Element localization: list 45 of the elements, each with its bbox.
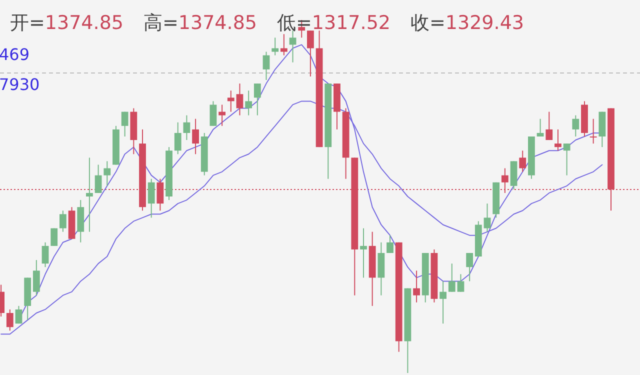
- candlestick: [289, 30, 296, 63]
- candlestick: [262, 51, 270, 81]
- candlestick: [386, 234, 394, 254]
- candlestick: [440, 280, 446, 324]
- candlestick: [94, 164, 102, 194]
- candlestick: [15, 305, 22, 324]
- candlestick: [32, 260, 40, 296]
- candlestick: [484, 203, 491, 232]
- candlestick: [104, 160, 111, 186]
- candlestick: [227, 90, 234, 112]
- candlestick: [554, 128, 562, 152]
- candlestick: [245, 90, 252, 116]
- candlestick: [42, 242, 49, 268]
- candlestick: [174, 122, 182, 155]
- candlestick: [280, 34, 288, 56]
- candlestick: [546, 111, 553, 141]
- candlestick: [272, 37, 279, 56]
- candlestick: [50, 228, 58, 246]
- annotation: 收=1329.43: [410, 12, 524, 34]
- candlestick: [466, 252, 474, 282]
- annotation: 7930: [0, 75, 40, 94]
- candlestick: [572, 114, 580, 137]
- annotation: 高=1374.85: [144, 12, 257, 34]
- candlestick: [519, 150, 526, 172]
- candlestick: [183, 114, 190, 141]
- candlestick: [254, 83, 261, 116]
- candlestick: [236, 83, 244, 116]
- candlestick: [121, 111, 128, 137]
- candlestick: [210, 100, 217, 126]
- candlestick: [448, 263, 456, 292]
- candlestick: [59, 210, 66, 232]
- candlestick: [563, 143, 570, 176]
- candlestick: [360, 228, 367, 278]
- candlestick: [192, 118, 199, 155]
- candlestick: [413, 270, 420, 303]
- candlestick: [218, 104, 226, 126]
- candlestick: [86, 157, 93, 232]
- candlestick: [536, 118, 544, 137]
- candlestick: [148, 178, 155, 218]
- candlestick: [6, 308, 14, 332]
- candlestick: [307, 30, 314, 77]
- annotation: 469: [0, 45, 30, 64]
- annotation: 开=1374.85: [10, 12, 124, 34]
- candlestick: [590, 118, 597, 144]
- candlestick: [457, 274, 464, 292]
